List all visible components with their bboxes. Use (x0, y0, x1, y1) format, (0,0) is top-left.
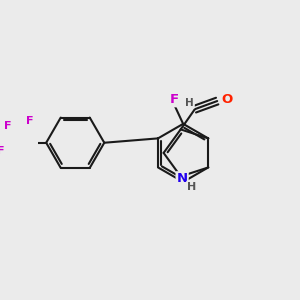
Text: F: F (26, 116, 33, 126)
Text: F: F (169, 93, 178, 106)
Text: N: N (177, 172, 188, 185)
Text: O: O (221, 93, 232, 106)
Text: H: H (185, 98, 194, 108)
Text: H: H (187, 182, 196, 192)
Text: F: F (0, 146, 4, 156)
Text: F: F (4, 121, 12, 131)
